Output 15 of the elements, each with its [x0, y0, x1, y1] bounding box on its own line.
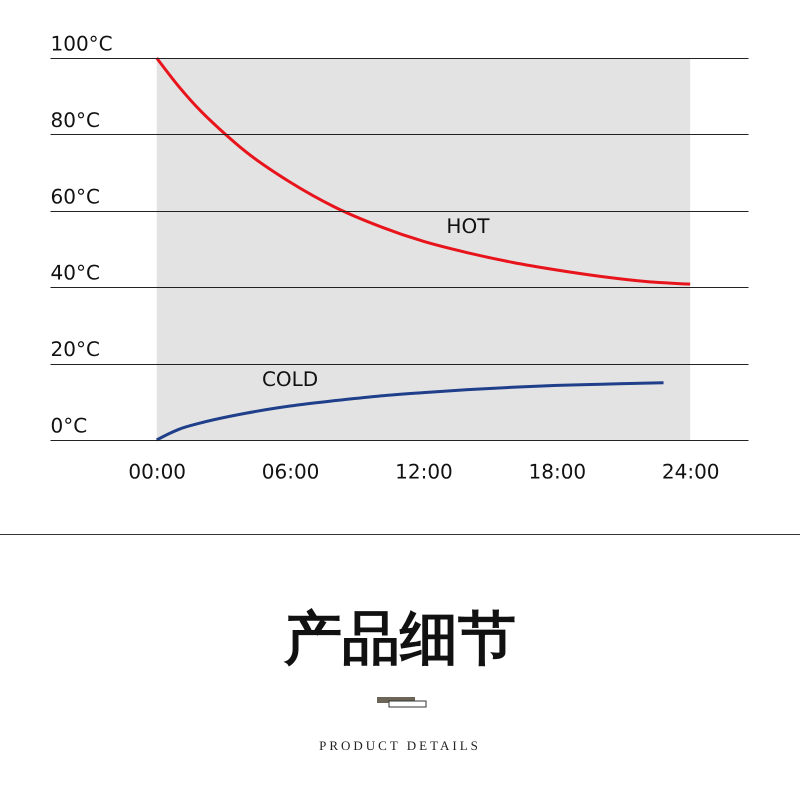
series-label: COLD: [262, 367, 318, 391]
text: PRODUCT DETAILS: [318, 738, 482, 754]
y-tick-label: 100°C: [50, 32, 113, 56]
y-tick-label: 20°C: [50, 337, 100, 362]
y-tick-label: 0°C: [50, 414, 88, 438]
y-tick-label: 80°C: [50, 108, 100, 132]
text: 产品细节: [282, 603, 517, 674]
x-tick-label: 06:00: [262, 460, 320, 484]
x-tick-label: 00:00: [128, 460, 186, 484]
y-tick-label: 40°C: [50, 260, 100, 285]
x-tick-label: 24:00: [662, 460, 720, 484]
x-tick-label: 18:00: [528, 460, 586, 484]
x-tick-label: 12:00: [395, 460, 453, 484]
series-label: HOT: [446, 214, 490, 238]
y-tick-label: 60°C: [50, 184, 100, 208]
